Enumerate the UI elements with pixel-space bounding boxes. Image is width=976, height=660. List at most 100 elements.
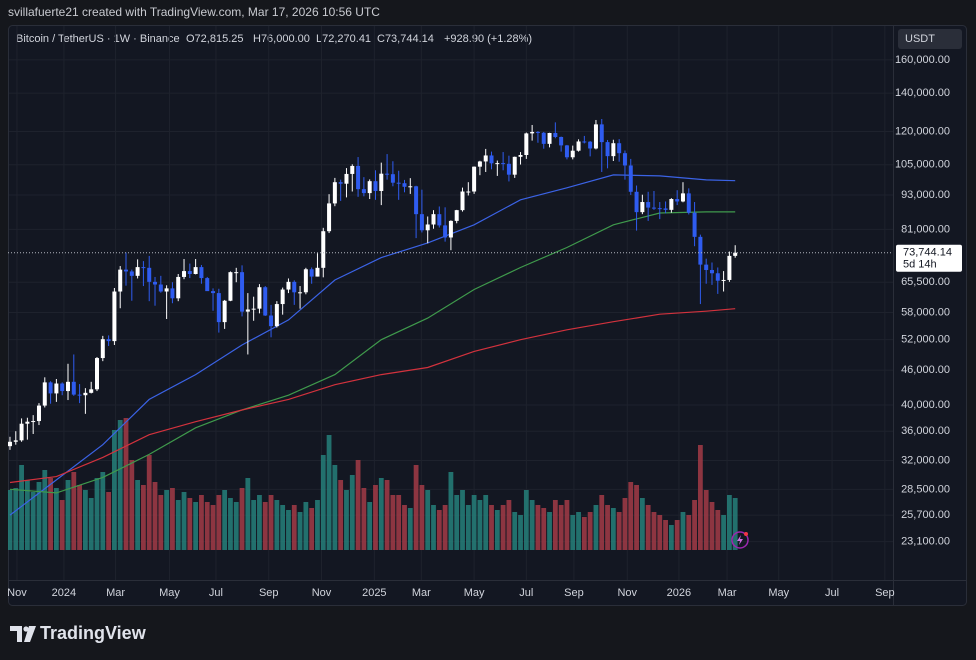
candle-body (501, 163, 506, 165)
volume-bar (228, 498, 233, 550)
candle-body (100, 339, 105, 359)
volume-bar (529, 500, 535, 550)
volume-bar (361, 488, 367, 550)
candle-body (437, 214, 442, 226)
candle-body (205, 278, 210, 292)
candle-body (367, 181, 372, 194)
candle-body (135, 267, 140, 276)
candle-body (158, 284, 163, 292)
y-tick-label: 160,000.00 (895, 54, 950, 66)
open-label: O72,815.25 (186, 33, 244, 45)
candle-body (303, 269, 308, 293)
volume-bar (402, 505, 407, 550)
y-tick-label: 52,000.00 (901, 334, 950, 346)
candle-body (251, 308, 256, 310)
volume-bar (59, 500, 65, 550)
volume-bar (48, 478, 53, 550)
candle-body (576, 141, 581, 151)
volume-bar (42, 470, 48, 550)
volume-bar (53, 488, 59, 550)
candle-body (704, 264, 709, 270)
volume-bar (141, 485, 146, 550)
volume-bar (77, 485, 82, 550)
indicator-icon[interactable] (731, 531, 749, 549)
volume-bar (709, 502, 715, 550)
candle-body (431, 214, 436, 225)
volume-bar (651, 512, 657, 550)
candle-body (588, 141, 593, 149)
volume-bar (286, 510, 291, 550)
y-tick-label: 58,000.00 (901, 306, 950, 318)
volume-bar (610, 508, 616, 550)
candle-body (512, 156, 517, 175)
candle-body (506, 163, 511, 175)
volume-bar (129, 460, 135, 550)
volume-bar (500, 505, 506, 550)
volume-bar (193, 502, 199, 550)
x-tick-label: 2026 (667, 587, 691, 599)
volume-bar (564, 500, 570, 550)
candle-body (541, 132, 546, 144)
volume-bar (158, 495, 164, 550)
volume-bar (181, 492, 187, 550)
volume-bar (616, 512, 622, 550)
currency[interactable]: USDT (905, 33, 935, 45)
x-tick-label: Jul (209, 587, 223, 599)
candle-body (147, 267, 152, 282)
volume-bar (13, 488, 19, 550)
candle-body (715, 273, 720, 281)
candle-body (338, 182, 343, 184)
candle-body (657, 208, 662, 210)
volume-bar (164, 490, 170, 550)
y-tick-label: 36,000.00 (901, 425, 950, 437)
volume-bar (721, 515, 726, 550)
candle-body (611, 143, 616, 157)
candle-body (593, 124, 598, 149)
candle-body (36, 405, 41, 422)
candle-body (118, 269, 123, 292)
candle-body (617, 143, 622, 154)
candle-body (640, 202, 645, 213)
candle-body (524, 133, 529, 156)
candle-body (94, 358, 99, 390)
volume-bar (436, 510, 442, 550)
volume-bar (460, 490, 465, 550)
candle-body (408, 186, 413, 188)
volume-bar (541, 508, 547, 550)
candle-body (280, 289, 285, 305)
candle-body (315, 267, 320, 277)
candle-body (599, 124, 604, 143)
candle-body (489, 155, 494, 164)
volume-bar (199, 495, 204, 550)
volume-bar (390, 495, 396, 550)
candle-body (106, 339, 111, 342)
candle-body (332, 182, 337, 204)
candle-body (153, 281, 158, 285)
volume-bar (146, 455, 152, 550)
candle-body (199, 267, 204, 279)
volume-bar (233, 502, 239, 550)
candle-body (663, 208, 668, 210)
candle-body (257, 287, 262, 309)
volume-bar (471, 495, 477, 550)
currency-box[interactable] (898, 29, 962, 49)
x-tick-label: May (159, 587, 180, 599)
candle-body (234, 272, 239, 274)
candle-body (477, 161, 482, 167)
close-label: C73,744.14 (377, 33, 434, 45)
candle-body (182, 271, 187, 277)
candle-body (274, 304, 279, 327)
volume-bar (106, 492, 112, 550)
candle-body (13, 440, 18, 442)
candle-body (222, 300, 227, 323)
volume-bar (657, 515, 663, 550)
candle-body (19, 423, 24, 441)
volume-bar (36, 482, 42, 550)
candle-body (8, 441, 12, 447)
candle-body (390, 174, 395, 183)
candle-body (628, 165, 633, 192)
candle-body (547, 132, 552, 144)
volume-bar (338, 480, 344, 550)
